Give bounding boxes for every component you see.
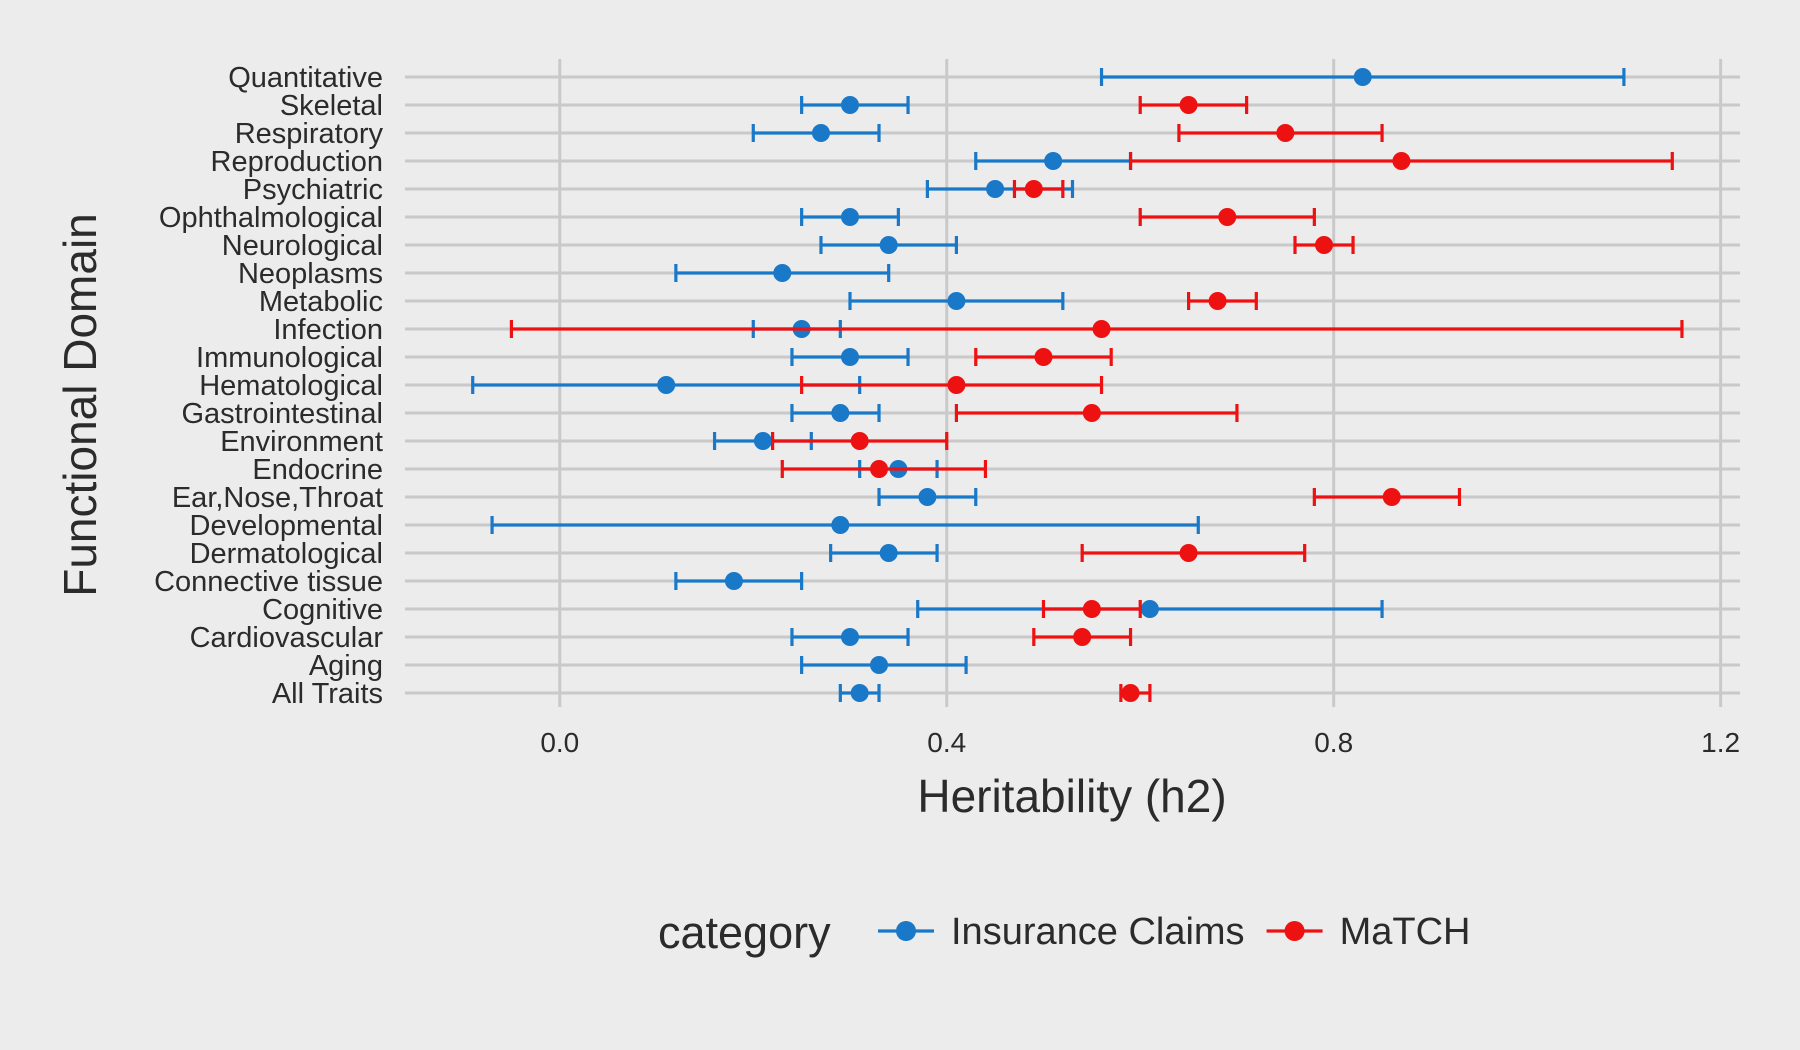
legend-items: Insurance Claims MaTCH [878, 911, 1470, 953]
y-tick-label: Ophthalmological [159, 202, 383, 234]
data-point [1082, 404, 1101, 422]
y-tick-label: Reproduction [211, 146, 384, 178]
data-point [773, 264, 792, 282]
data-point [850, 432, 869, 450]
data-point [1082, 600, 1101, 618]
data-point [879, 236, 898, 254]
y-tick-label: Endocrine [252, 454, 383, 486]
y-axis-title: Functional Domain [54, 213, 106, 597]
data-point [1179, 544, 1198, 562]
y-tick-label: Immunological [196, 342, 383, 374]
y-tick-label: Neurological [222, 230, 383, 262]
y-tick-label: Aging [309, 650, 383, 682]
data-point [1315, 236, 1334, 254]
data-point [657, 376, 676, 394]
data-point [1353, 68, 1372, 86]
x-tick-label: 1.2 [1701, 727, 1740, 758]
legend-key-point [896, 921, 916, 941]
x-axis-tick-labels: 0.0 0.4 0.8 1.2 [540, 727, 1740, 758]
data-point [841, 628, 859, 646]
data-point [1140, 600, 1159, 618]
data-point [947, 292, 966, 310]
y-tick-label: Connective tissue [154, 566, 383, 598]
legend: category Insurance Claims MaTCH [658, 907, 1470, 958]
x-tick-label: 0.0 [540, 727, 579, 758]
legend-title: category [658, 907, 831, 958]
y-tick-label: Respiratory [235, 118, 384, 150]
x-tick-label: 0.8 [1314, 727, 1353, 758]
data-point [831, 404, 850, 422]
y-tick-label: Cognitive [262, 594, 383, 626]
data-point [1024, 180, 1043, 198]
data-point [1218, 208, 1237, 226]
y-tick-label: Skeletal [280, 90, 383, 122]
data-point [1392, 152, 1411, 170]
y-tick-label: Quantitative [228, 62, 383, 94]
data-point [870, 656, 889, 674]
data-point [947, 376, 966, 394]
data-point [870, 460, 889, 478]
legend-key-point [1284, 921, 1305, 941]
data-point [879, 544, 898, 562]
data-point [1382, 488, 1401, 506]
data-point [918, 488, 937, 506]
data-point [753, 432, 772, 450]
y-tick-label: Neoplasms [238, 258, 383, 290]
data-point [1121, 684, 1140, 702]
data-point [1073, 628, 1092, 646]
data-point [841, 208, 859, 226]
y-axis-tick-labels: QuantitativeSkeletalRespiratoryReproduct… [154, 62, 383, 710]
y-tick-label: Psychiatric [243, 174, 383, 206]
data-point [841, 96, 859, 114]
y-tick-label: Gastrointestinal [182, 398, 384, 430]
data-point [1208, 292, 1227, 310]
data-point [841, 348, 859, 366]
y-tick-label: All Traits [272, 678, 383, 710]
series-0 [471, 68, 1626, 702]
data-point [1034, 348, 1053, 366]
data-point [724, 572, 743, 590]
series-1 [509, 96, 1684, 702]
y-tick-label: Hematological [199, 370, 383, 402]
data-point [1044, 152, 1063, 170]
data-point [986, 180, 1005, 198]
y-tick-label: Cardiovascular [190, 622, 384, 654]
data-marks [471, 68, 1684, 702]
data-point [1092, 320, 1111, 338]
legend-label: Insurance Claims [951, 911, 1245, 953]
data-point [811, 124, 830, 142]
y-tick-label: Ear,Nose,Throat [172, 482, 383, 514]
data-point [850, 684, 869, 702]
legend-item-0: Insurance Claims [878, 911, 1245, 953]
y-tick-label: Developmental [190, 510, 383, 542]
legend-item-1: MaTCH [1266, 911, 1471, 953]
x-tick-label: 0.4 [927, 727, 966, 758]
x-axis-title: Heritability (h2) [917, 770, 1226, 822]
data-point [1276, 124, 1295, 142]
data-point [1179, 96, 1198, 114]
y-tick-label: Infection [273, 314, 383, 346]
legend-label: MaTCH [1340, 911, 1471, 953]
data-point [831, 516, 850, 534]
y-tick-label: Metabolic [259, 286, 383, 318]
y-tick-label: Dermatological [190, 538, 383, 570]
y-tick-label: Environment [220, 426, 383, 458]
